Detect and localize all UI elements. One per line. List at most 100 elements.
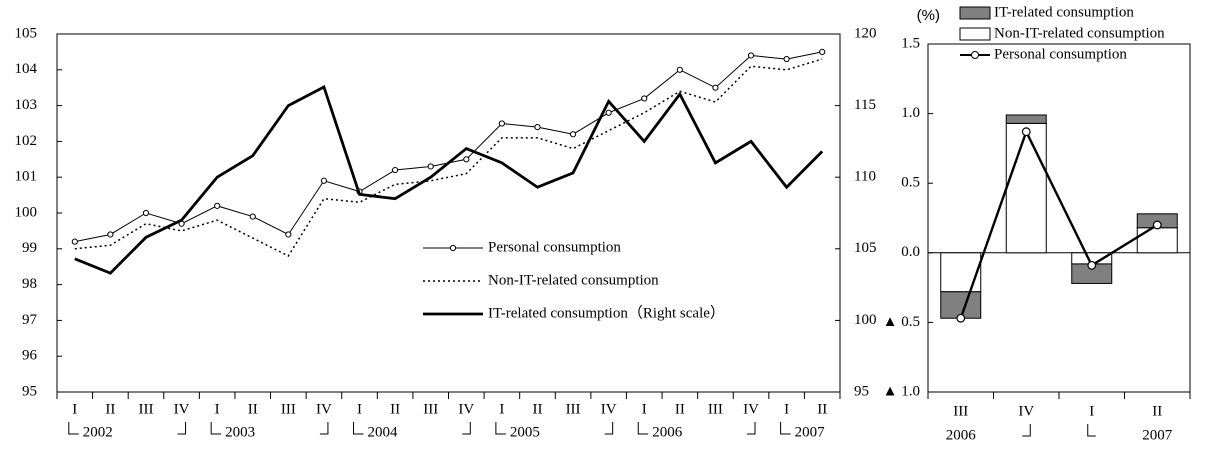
unit-label: (%) — [917, 7, 940, 24]
point-marker — [214, 202, 221, 209]
x-tick-label: I — [72, 401, 77, 417]
y-tick-label: 97 — [22, 312, 38, 328]
x-tick-label: II — [1152, 403, 1162, 419]
point-marker — [107, 231, 114, 238]
point-marker — [392, 166, 399, 174]
point-marker — [956, 313, 966, 323]
point-marker — [71, 238, 78, 245]
legend-label: Personal consumption — [994, 46, 1127, 62]
legend-marker — [449, 244, 457, 252]
y2-tick-label: 100 — [854, 312, 877, 328]
series-line — [74, 84, 824, 275]
x-tick-label: III — [708, 401, 723, 417]
x-tick-label: II — [675, 401, 685, 417]
point-marker — [498, 120, 505, 127]
x-tick-label: I — [215, 401, 220, 417]
y-tick-label: 104 — [15, 61, 38, 77]
year-bracket — [210, 422, 222, 435]
y-tick-label: 102 — [15, 133, 38, 149]
year-label: 2006 — [946, 427, 977, 443]
point-marker — [320, 177, 328, 184]
legend-label: Non-IT-related consumption — [994, 25, 1165, 41]
year-bracket — [353, 422, 364, 435]
y2-tick-label: 120 — [854, 25, 877, 41]
x-tick-label: III — [953, 403, 968, 419]
year-bracket — [780, 422, 791, 435]
x-tick-label: I — [1089, 403, 1094, 419]
year-label: 2007 — [795, 424, 826, 440]
x-tick-label: II — [390, 401, 400, 417]
point-marker — [285, 231, 292, 238]
bar-segment — [1005, 114, 1047, 124]
point-marker — [676, 66, 683, 73]
legend-label: Non-IT-related consumption — [488, 272, 659, 288]
year-bracket — [462, 422, 471, 435]
point-marker — [1152, 220, 1162, 230]
point-marker — [641, 95, 648, 102]
year-label: 2005 — [510, 424, 540, 440]
point-marker — [1021, 127, 1031, 137]
point-marker — [463, 156, 470, 163]
x-tick-label: II — [248, 401, 258, 417]
legend-swatch — [959, 27, 991, 41]
year-bracket — [637, 422, 649, 435]
x-tick-label: III — [423, 401, 438, 417]
y-tick-label: 103 — [15, 97, 38, 113]
y-tick-label: 95 — [22, 383, 37, 399]
point-marker — [747, 52, 755, 59]
year-bracket — [1087, 424, 1096, 437]
y2-tick-label: 115 — [854, 97, 876, 113]
point-marker — [569, 131, 577, 138]
year-bracket — [319, 422, 329, 435]
plot-frame — [56, 33, 841, 393]
year-bracket — [747, 422, 756, 435]
year-bracket — [1022, 424, 1031, 437]
point-marker — [605, 109, 612, 116]
bar-segment — [1005, 122, 1047, 254]
y-tick-label: 100 — [15, 204, 38, 220]
bar-segment — [940, 291, 982, 319]
legend-label: IT-related consumption（Right scale） — [488, 304, 725, 321]
point-marker — [534, 123, 541, 131]
x-tick-label: III — [566, 401, 581, 417]
year-bracket — [604, 422, 614, 435]
y-tick-label: 99 — [22, 240, 37, 256]
x-tick-label: IV — [458, 401, 474, 417]
year-bracket — [177, 422, 187, 435]
bar-segment — [1136, 227, 1178, 254]
legend-marker — [971, 51, 979, 59]
x-tick-label: IV — [316, 401, 332, 417]
x-tick-label: I — [499, 401, 504, 417]
y-tick-label: 1.5 — [901, 35, 920, 51]
year-label: 2003 — [225, 424, 255, 440]
x-tick-label: I — [357, 401, 362, 417]
x-tick-label: IV — [174, 401, 190, 417]
year-label: 2007 — [1142, 427, 1173, 443]
y-tick-label: 98 — [22, 276, 37, 292]
point-marker — [783, 55, 790, 63]
point-marker — [819, 48, 826, 56]
bar-segment — [940, 252, 982, 293]
year-label: 2002 — [83, 424, 113, 440]
y-tick-label: 0.0 — [901, 244, 920, 260]
y2-tick-label: 110 — [854, 169, 876, 185]
legend-label: Personal consumption — [488, 239, 621, 255]
x-tick-label: III — [281, 401, 296, 417]
x-tick-label: II — [105, 401, 115, 417]
year-bracket — [495, 422, 506, 435]
x-tick-label: I — [784, 401, 789, 417]
point-marker — [1087, 260, 1097, 270]
point-marker — [142, 209, 150, 217]
x-tick-label: II — [532, 401, 542, 417]
y-tick-label: 1.0 — [901, 105, 920, 121]
legend-swatch — [959, 6, 991, 20]
point-marker — [249, 213, 256, 220]
year-label: 2006 — [652, 424, 683, 440]
series-line — [959, 128, 1158, 319]
y-tick-label: 0.5 — [901, 175, 920, 191]
y-tick-label: 96 — [22, 348, 38, 364]
legend-label: IT-related consumption — [994, 4, 1134, 20]
series-line — [74, 58, 823, 257]
x-tick-label: II — [817, 401, 827, 417]
